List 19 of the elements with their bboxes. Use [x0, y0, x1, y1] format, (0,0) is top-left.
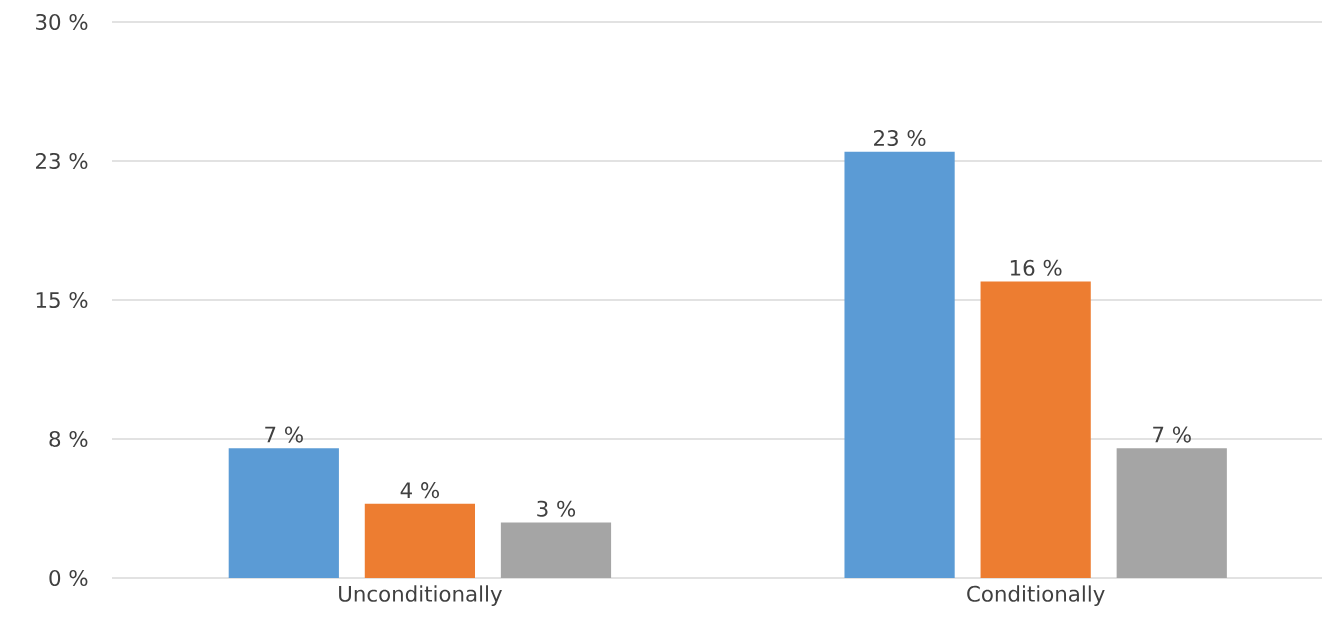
- x-tick-label: Unconditionally: [339, 585, 502, 606]
- data-label: 16 %: [1010, 259, 1062, 276]
- data-label: 23 %: [874, 129, 926, 147]
- bar: [844, 151, 955, 578]
- x-tick-label: Conditionally: [967, 585, 1105, 606]
- y-tick-label: 30 %: [36, 13, 88, 31]
- bar: [364, 503, 475, 578]
- data-label: 4 %: [400, 482, 439, 499]
- data-label: 7 %: [1153, 426, 1191, 443]
- y-tick-label: 0 %: [49, 569, 88, 587]
- data-label: 3 %: [537, 500, 576, 517]
- bar: [980, 281, 1091, 578]
- y-tick-label: 23 %: [36, 152, 88, 170]
- bar: [228, 448, 339, 578]
- data-label: 7 %: [265, 426, 303, 443]
- y-tick-label: 8 %: [49, 430, 88, 448]
- y-tick-label: 15 %: [36, 291, 88, 309]
- bar: [500, 522, 612, 578]
- bar: [1116, 448, 1227, 578]
